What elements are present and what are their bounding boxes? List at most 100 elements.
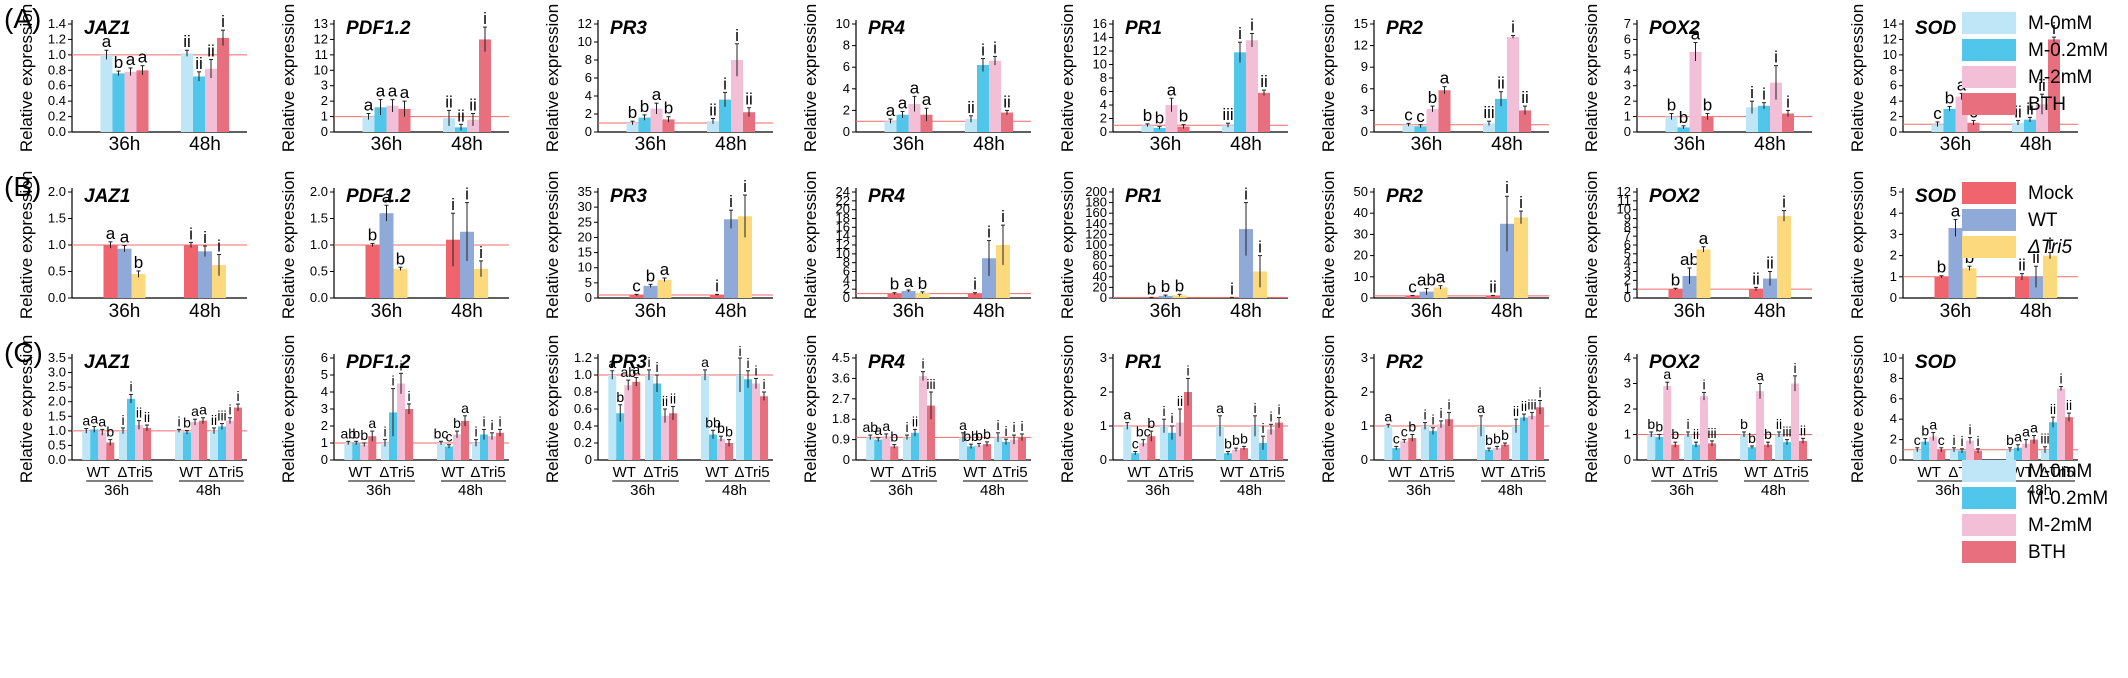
- bar: [1758, 105, 1770, 132]
- y-tick-label: 4: [843, 272, 850, 287]
- x-category-label: 48h: [973, 134, 1005, 155]
- bar: [1500, 223, 1514, 298]
- y-tick-label: 4: [585, 88, 592, 103]
- bar: [445, 446, 453, 460]
- bar: [1384, 426, 1393, 460]
- y-tick-label: 6: [1624, 31, 1631, 46]
- y-tick-label: 4: [1890, 411, 1897, 426]
- significance-letter: ii: [1521, 398, 1527, 414]
- bar: [1536, 407, 1544, 460]
- significance-letter: a: [1384, 408, 1392, 424]
- significance-letter: i: [921, 356, 924, 372]
- y-tick-label: 0.5: [48, 264, 66, 279]
- y-tick-label: 12: [578, 16, 592, 31]
- x-category-label: 36h: [635, 134, 667, 155]
- gene-title: SOD: [1915, 18, 1956, 39]
- significance-letter: ii: [912, 413, 918, 429]
- significance-letter: b: [725, 424, 733, 440]
- bar: [1958, 450, 1966, 460]
- y-tick-label: 6: [1890, 78, 1897, 93]
- significance-letter: a: [191, 403, 199, 419]
- significance-letter: i: [738, 343, 741, 359]
- bar: [1001, 112, 1013, 132]
- genotype-label: WT: [613, 464, 636, 481]
- bar: [1010, 439, 1018, 460]
- y-axis-label: Relative expression: [1582, 4, 1601, 152]
- significance-letter: i: [996, 417, 999, 433]
- time-label: 48h: [722, 482, 747, 499]
- y-axis-label: Relative expression: [1058, 4, 1077, 152]
- y-tick-label: 10: [836, 246, 850, 261]
- y-tick-label: 5: [321, 367, 328, 382]
- x-category-label: 36h: [1150, 134, 1182, 155]
- y-tick-label: 6: [585, 70, 592, 85]
- significance-letter: i: [1261, 420, 1264, 436]
- significance-letter: a: [90, 410, 98, 426]
- x-category-label: 36h: [1940, 301, 1972, 322]
- significance-letter: ab: [1680, 250, 1699, 269]
- legend-label: Mock: [2028, 183, 2074, 204]
- y-tick-label: 1.0: [574, 367, 592, 382]
- significance-letter: c: [1416, 107, 1425, 126]
- significance-letter: c: [632, 276, 641, 295]
- chart-C-JAZ1: Relative expression 0.00.51.01.52.02.53.0…: [17, 335, 247, 499]
- significance-letter: i: [1269, 408, 1272, 424]
- y-tick-label: 9: [1624, 211, 1631, 226]
- panel-letter-B: (B): [4, 171, 41, 202]
- significance-letter: b: [975, 427, 983, 443]
- significance-letter: ii: [2032, 248, 2040, 267]
- bar: [752, 383, 760, 460]
- y-tick-label: 1: [1890, 269, 1897, 284]
- significance-letter: ab: [862, 419, 878, 435]
- y-tick-label: 2.0: [310, 184, 328, 199]
- y-tick-label: 30: [1354, 226, 1368, 241]
- bar: [959, 437, 967, 460]
- significance-letter: ii: [1776, 416, 1782, 432]
- bar: [896, 114, 909, 132]
- y-tick-label: 0.8: [574, 384, 592, 399]
- significance-letter: b: [1147, 415, 1155, 431]
- bar: [1251, 426, 1259, 460]
- significance-letter: ii: [1003, 92, 1011, 111]
- y-tick-label: 4: [1624, 350, 1631, 365]
- gene-title: SOD: [1915, 186, 1956, 207]
- legend-label: M-0.2mM: [2028, 40, 2108, 61]
- genotype-label: WT: [1652, 464, 1675, 481]
- x-category-label: 48h: [973, 301, 1005, 322]
- y-tick-label: 3: [1624, 376, 1631, 391]
- bar: [1749, 289, 1763, 298]
- bar: [210, 430, 218, 460]
- significance-letter: a: [904, 272, 914, 291]
- x-category-label: 48h: [1230, 134, 1262, 155]
- significance-letter: b: [1428, 88, 1437, 107]
- y-tick-label: 6: [1890, 391, 1897, 406]
- y-tick-label: 6: [843, 264, 850, 279]
- genotype-label: ΔTri5: [117, 464, 152, 481]
- significance-letter: i: [1162, 403, 1165, 419]
- y-tick-label: 6: [321, 350, 328, 365]
- significance-letter: ii: [709, 101, 717, 120]
- y-tick-label: 2: [585, 106, 592, 121]
- bar: [212, 265, 226, 298]
- y-axis-label: Relative expression: [1058, 335, 1077, 483]
- x-category-label: 36h: [109, 134, 141, 155]
- bar: [983, 444, 991, 460]
- bar: [1708, 443, 1716, 460]
- y-tick-label: 4.5: [832, 350, 850, 365]
- bar: [1528, 415, 1536, 460]
- significance-letter: b: [918, 274, 927, 293]
- y-axis-label: Relative expression: [17, 335, 36, 483]
- bar: [638, 117, 651, 132]
- bar: [397, 383, 405, 460]
- genotype-label: ΔTri5: [734, 464, 769, 481]
- bar: [374, 107, 387, 132]
- y-tick-label: 200: [1085, 184, 1107, 199]
- y-tick-label: 50: [1354, 184, 1368, 199]
- y-tick-label: 2: [1100, 111, 1107, 126]
- time-label: 48h: [1498, 482, 1523, 499]
- y-tick-label: 0: [321, 452, 328, 467]
- gene-title: PR4: [868, 352, 905, 373]
- y-tick-label: 0: [1624, 452, 1631, 467]
